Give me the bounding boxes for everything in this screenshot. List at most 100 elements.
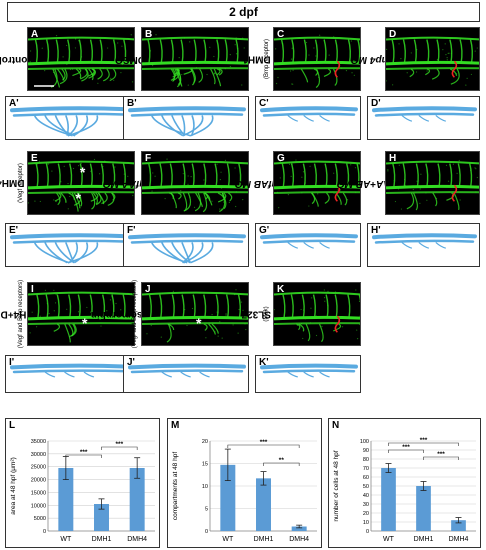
vessel-tracing-panel: D': [367, 96, 480, 140]
panel-condition-label: vegfAB MO: [235, 151, 289, 215]
vessel-tracing-panel: C': [255, 96, 361, 140]
tracing-image: [128, 106, 246, 137]
vessel-network: [386, 159, 479, 211]
red-marker: [334, 184, 341, 202]
panel-letter: I: [31, 284, 34, 295]
vessel-tracing-panel: B': [123, 96, 249, 140]
asterisk-marker: *: [75, 189, 81, 206]
tracing-image: [372, 106, 477, 122]
vessel-network: [28, 289, 134, 343]
panel-letter: H: [389, 153, 397, 164]
bar: [129, 468, 145, 531]
condition-name: SL327: [241, 308, 272, 320]
tracing-image: [10, 233, 132, 264]
y-tick-label: 15000: [31, 490, 46, 496]
panel-letter: E': [9, 225, 19, 236]
y-axis-label: number of cells at 48 hpf: [333, 450, 340, 521]
significance-bracket: [388, 449, 424, 453]
micrograph-image: [274, 159, 360, 209]
asterisk-marker: *: [196, 315, 202, 332]
asterisk-marker: *: [82, 315, 88, 332]
y-tick-label: 5000: [34, 516, 46, 522]
panel-letter: G': [259, 225, 270, 236]
micrograph-image: [386, 159, 479, 211]
tracing-image: [10, 363, 132, 378]
panel-letter: C: [277, 29, 285, 40]
micrograph-image: [28, 157, 134, 212]
y-tick-label: 50: [363, 484, 369, 490]
x-tick-label: DMH1: [92, 536, 112, 543]
x-tick-label: DMH4: [127, 536, 147, 543]
significance-label: ***: [402, 444, 410, 451]
panel-letter: J': [127, 357, 135, 368]
vessel-trace: [128, 233, 246, 264]
panel-condition-label: dorsomorphin (Vegf and Bmp receptors): [91, 280, 159, 348]
tracing-image: [10, 106, 132, 137]
panel-letter: B: [145, 29, 153, 40]
panel-condition-label: DMH1 (Bmp receptor): [242, 27, 273, 91]
vessel-trace: [10, 363, 132, 378]
x-tick-label: DMH1: [414, 536, 434, 543]
micrograph-panel: D: [385, 27, 480, 91]
tracing-image: [260, 363, 358, 378]
vessel-network: [274, 34, 360, 89]
panel-condition-label: DMH4+DMH1(Vegf and Bmp receptors): [0, 280, 42, 348]
vessel-trace: [128, 363, 246, 378]
panel-condition-label: DMH4(Vegf receptor): [0, 151, 27, 215]
micrograph-panel: G: [273, 151, 361, 215]
tracing-image: [372, 233, 477, 249]
vessel-trace: [260, 363, 358, 378]
tracing-image: [128, 233, 246, 264]
y-tick-label: 25000: [31, 465, 46, 471]
tracing-image: [260, 233, 358, 249]
y-tick-label: 5: [205, 507, 208, 513]
vessel-trace: [260, 233, 358, 249]
y-tick-label: 20: [363, 511, 369, 517]
vessel-trace: [128, 106, 246, 137]
y-axis-label: area at 48 hpf (μm²): [10, 457, 17, 515]
figure-header: 2 dpf: [7, 2, 480, 22]
micrograph-image: [142, 289, 248, 343]
x-tick-label: WT: [383, 536, 395, 543]
y-tick-label: 80: [363, 457, 369, 463]
y-tick-label: 10000: [31, 503, 46, 509]
y-tick-label: 40: [363, 493, 369, 499]
significance-label: ***: [116, 441, 124, 448]
panel-letter: K': [259, 357, 269, 368]
micrograph-panel: E * *: [27, 151, 135, 215]
x-tick-label: DMH4: [449, 536, 469, 543]
micrograph-image: [28, 289, 134, 343]
y-tick-label: 20: [202, 439, 208, 445]
panel-letter: G: [277, 153, 285, 164]
x-tick-label: DMH4: [289, 536, 309, 543]
micrograph-image: [142, 158, 248, 213]
y-tick-label: 15: [202, 462, 208, 468]
condition-name: DMH1: [242, 53, 271, 65]
panel-letter: D': [371, 98, 381, 109]
panel-condition-label: bmp4 MO: [351, 27, 397, 91]
significance-bracket: [101, 446, 138, 450]
y-axis-label: compartments at 48 hpf: [172, 452, 179, 520]
significance-bracket: [263, 462, 300, 466]
vessel-trace: [372, 233, 477, 249]
y-tick-label: 100: [360, 439, 369, 445]
y-tick-label: 20000: [31, 478, 46, 484]
vessel-tracing-panel: K': [255, 355, 361, 393]
bar: [220, 464, 236, 531]
y-tick-label: 35000: [31, 439, 46, 445]
red-marker: [334, 60, 341, 78]
panel-letter: L: [9, 420, 16, 431]
x-tick-label: WT: [60, 536, 72, 543]
panel-letter: K: [277, 284, 285, 295]
panel-letter: A: [31, 29, 39, 40]
micrograph-panel: A: [27, 27, 135, 91]
vessel-tracing-panel: J': [123, 355, 249, 393]
y-tick-label: 30000: [31, 452, 46, 458]
panel-letter: M: [171, 420, 180, 431]
y-tick-label: 10: [363, 520, 369, 526]
chart-svg: number of cells at 48 hpf 0 10 20 30 40 50 60 70…: [333, 437, 476, 543]
asterisk-marker: *: [79, 163, 86, 180]
y-tick-label: 0: [43, 529, 46, 535]
bar: [451, 520, 466, 531]
